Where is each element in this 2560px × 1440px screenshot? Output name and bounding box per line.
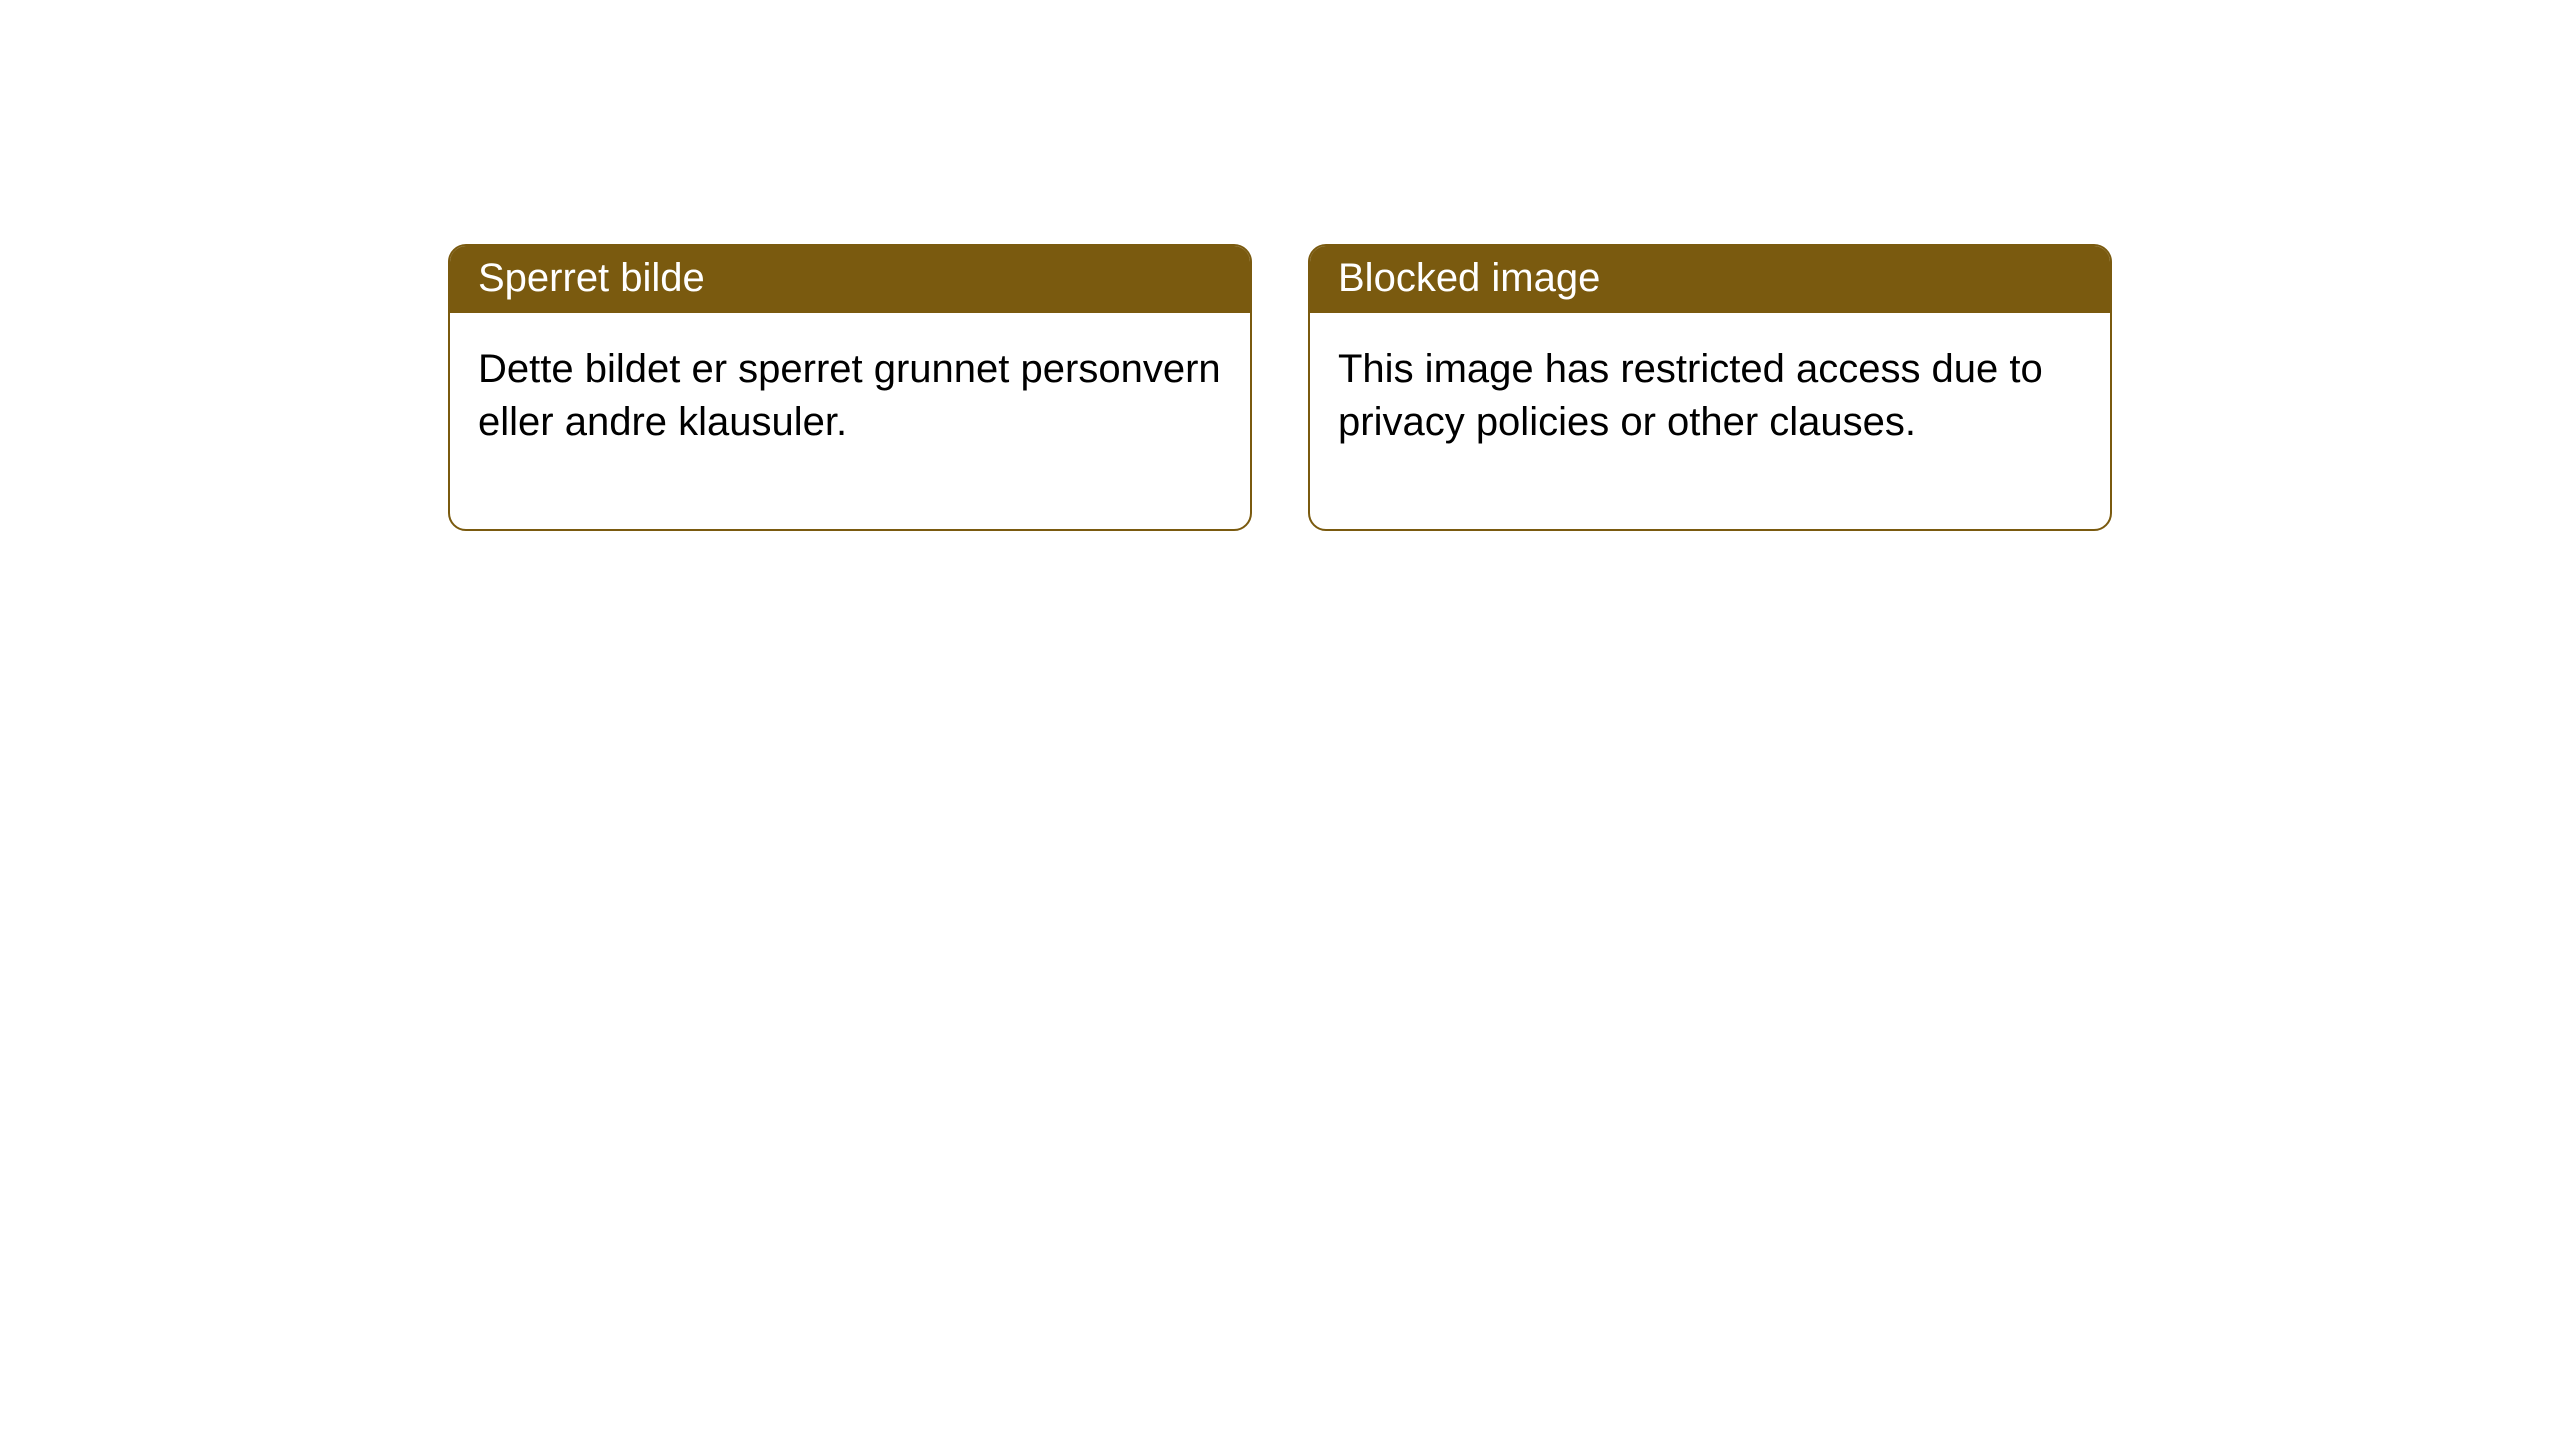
notice-title: Sperret bilde — [478, 256, 705, 300]
notice-body-text: This image has restricted access due to … — [1338, 347, 2043, 444]
notice-body-text: Dette bildet er sperret grunnet personve… — [478, 347, 1221, 444]
notice-body: This image has restricted access due to … — [1310, 313, 2110, 529]
notice-header: Sperret bilde — [450, 246, 1250, 313]
notice-card-norwegian: Sperret bilde Dette bildet er sperret gr… — [448, 244, 1252, 531]
notice-header: Blocked image — [1310, 246, 2110, 313]
notice-title: Blocked image — [1338, 256, 1600, 300]
notice-card-english: Blocked image This image has restricted … — [1308, 244, 2112, 531]
notice-container: Sperret bilde Dette bildet er sperret gr… — [0, 0, 2560, 531]
notice-body: Dette bildet er sperret grunnet personve… — [450, 313, 1250, 529]
